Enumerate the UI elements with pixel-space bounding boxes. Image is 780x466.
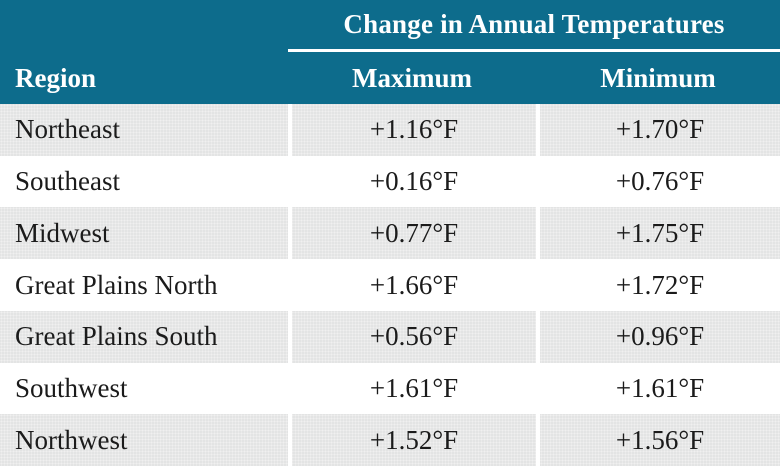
region-cell: Midwest [15, 217, 110, 248]
title-spacer [0, 0, 288, 52]
maximum-cell: +0.77°F [288, 207, 536, 260]
maximum-cell: +1.52°F [288, 414, 536, 466]
column-header-minimum: Minimum [600, 62, 716, 93]
table-row: Southeast +0.16°F +0.76°F [0, 155, 780, 208]
maximum-cell: +0.16°F [288, 155, 536, 208]
region-cell: Southwest [15, 372, 128, 403]
maximum-cell: +1.16°F [288, 104, 536, 156]
minimum-cell: +1.70°F [536, 104, 780, 156]
minimum-cell: +0.96°F [536, 310, 780, 363]
table-row: Northeast +1.16°F +1.70°F [0, 104, 780, 156]
table-body: Northeast +1.16°F +1.70°F Southeast +0.16°F +… [0, 104, 780, 466]
column-header-region: Region [15, 62, 96, 93]
minimum-cell: +1.56°F [536, 414, 780, 466]
minimum-cell: +1.61°F [536, 362, 780, 415]
minimum-cell: +1.75°F [536, 207, 780, 260]
table-row: Great Plains South +0.56°F +0.96°F [0, 310, 780, 363]
table-title-row: Change in Annual Temperatures [0, 0, 780, 52]
region-cell: Northeast [15, 114, 120, 145]
region-cell: Southeast [15, 166, 120, 197]
minimum-cell: +0.76°F [536, 155, 780, 208]
table-title: Change in Annual Temperatures [288, 0, 780, 52]
maximum-cell: +0.56°F [288, 310, 536, 363]
region-cell: Great Plains South [15, 321, 218, 352]
column-header-row: Region Maximum Minimum [0, 52, 780, 104]
table-row: Southwest +1.61°F +1.61°F [0, 362, 780, 415]
maximum-cell: +1.66°F [288, 259, 536, 311]
table-header: Change in Annual Temperatures Region Max… [0, 0, 780, 104]
minimum-cell: +1.72°F [536, 259, 780, 311]
table-row: Great Plains North +1.66°F +1.72°F [0, 259, 780, 311]
maximum-cell: +1.61°F [288, 362, 536, 415]
table-row: Midwest +0.77°F +1.75°F [0, 207, 780, 260]
region-cell: Great Plains North [15, 269, 218, 300]
column-header-maximum: Maximum [352, 62, 472, 93]
table-row: Northwest +1.52°F +1.56°F [0, 414, 780, 466]
region-cell: Northwest [15, 424, 128, 455]
